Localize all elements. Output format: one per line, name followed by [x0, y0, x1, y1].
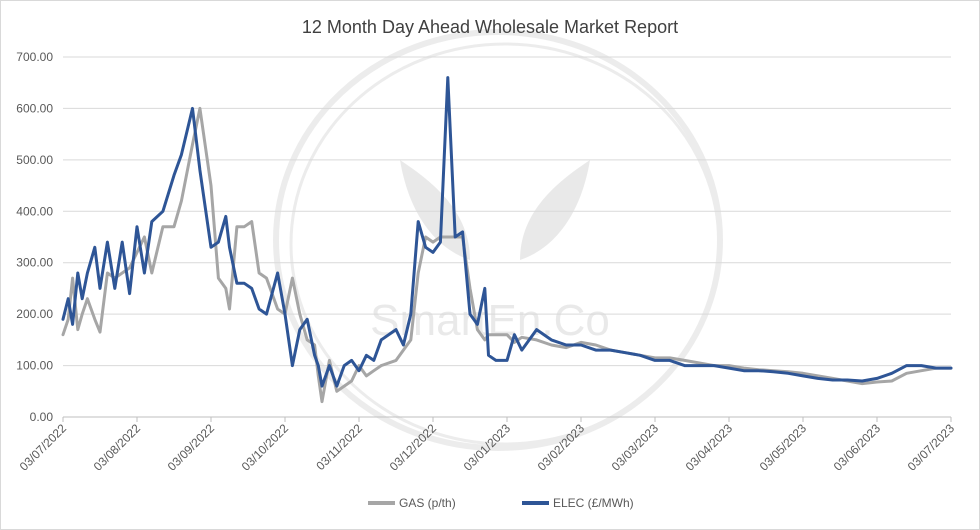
y-tick-label: 200.00 [16, 307, 53, 321]
y-tick-label: 400.00 [16, 204, 53, 218]
chart-title: 12 Month Day Ahead Wholesale Market Repo… [302, 17, 678, 37]
legend: GAS (p/th) ELEC (£/MWh) [368, 496, 634, 510]
x-tick-label: 03/08/2022 [91, 421, 144, 474]
y-tick-label: 0.00 [30, 410, 54, 424]
watermark-leaf-right-icon [520, 160, 590, 260]
x-tick-label: 03/04/2023 [683, 421, 736, 474]
watermark-ring-inner [289, 42, 721, 446]
x-tick-label: 03/05/2023 [757, 421, 810, 474]
series-lines [61, 76, 953, 404]
grid-lines [63, 56, 951, 418]
series-line-elec [61, 76, 953, 388]
legend-label-elec: ELEC (£/MWh) [553, 496, 634, 510]
watermark-ring-outer [273, 29, 723, 451]
legend-label-gas: GAS (p/th) [399, 496, 456, 510]
x-tick-label: 03/07/2022 [17, 421, 70, 474]
x-tick-label: 03/07/2023 [905, 421, 958, 474]
y-tick-label: 300.00 [16, 256, 53, 270]
x-axis-ticks: 03/07/2022 03/08/2022 03/09/2022 03/10/2022… [17, 417, 958, 474]
x-tick-label: 03/11/2022 [313, 421, 365, 473]
x-tick-label: 03/06/2023 [831, 421, 884, 474]
x-tick-label: 03/09/2022 [165, 421, 218, 474]
x-tick-label: 03/02/2023 [535, 421, 588, 474]
y-tick-label: 500.00 [16, 153, 53, 167]
x-tick-label: 03/03/2023 [609, 421, 662, 474]
x-tick-label: 03/10/2022 [239, 421, 292, 474]
y-tick-label: 100.00 [16, 359, 53, 373]
watermark-leaf-left-icon [400, 160, 470, 260]
series-line-gas [61, 106, 953, 404]
y-tick-label: 700.00 [16, 50, 53, 64]
y-axis-ticks: 0.00 100.00 200.00 300.00 400.00 500.00 600.00… [16, 50, 53, 424]
x-tick-label: 03/12/2022 [387, 421, 440, 474]
y-tick-label: 600.00 [16, 101, 53, 115]
